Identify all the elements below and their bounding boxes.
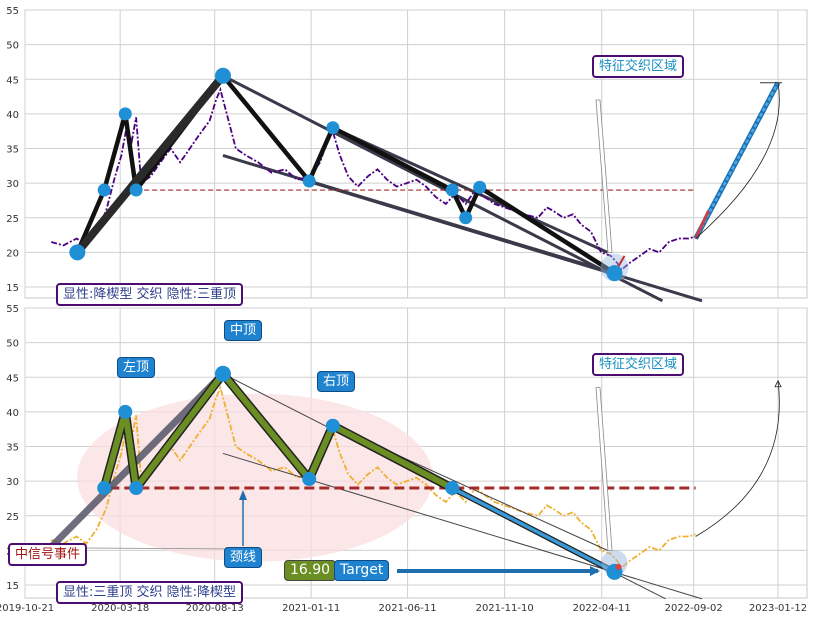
x-tick-label: 2020-08-13 [186, 603, 244, 614]
top-y-tick-label: 40 [6, 110, 19, 121]
top-pattern-legend: 显性:降楔型 交织 隐性:三重顶 [56, 283, 244, 306]
top-pattern-node [118, 107, 132, 121]
top-wedge-trendline [222, 74, 664, 303]
top-pattern-node [214, 67, 231, 84]
bottom-pattern-legend: 显性:三重顶 交织 隐性:降楔型 [56, 581, 244, 604]
neckline-label: 颈线 [224, 547, 263, 568]
signal-event-label: 中信号事件 [8, 543, 88, 566]
bottom-pattern-node [214, 365, 231, 382]
top-feature-zone-label: 特征交织区域 [592, 55, 685, 78]
top-wedge-trendline [332, 126, 609, 254]
bottom-target-curve-head [774, 379, 782, 388]
top-pattern-node [69, 244, 86, 261]
x-tick-label: 2023-01-12 [749, 603, 807, 614]
top-y-tick-label: 35 [6, 145, 19, 156]
top-pattern-node [606, 265, 623, 282]
bottom-y-tick-label: 40 [6, 408, 19, 419]
top-y-tick-label: 15 [6, 283, 19, 294]
signal-connector [83, 547, 241, 550]
top-target-start-segment [694, 210, 710, 240]
top-wedge-lower-leg [74, 73, 227, 255]
x-axis: 2019-10-21 2020-03-18 2020-08-13 2021-01-11… [0, 603, 807, 614]
top-target-projection-dash [694, 82, 780, 240]
x-tick-label: 2019-10-21 [0, 603, 54, 614]
bottom-feature-zone-label: 特征交织区域 [592, 353, 685, 376]
mid-top-label: 中顶 [224, 320, 263, 341]
x-tick-label: 2020-03-18 [91, 603, 149, 614]
top-y-tick-label: 50 [6, 41, 19, 52]
bottom-signal-ray [48, 371, 226, 550]
bottom-y-tick-label: 45 [6, 373, 19, 384]
top-feature-callout-arrow [595, 99, 613, 253]
x-tick-label: 2022-09-02 [665, 603, 723, 614]
top-pattern-node [459, 211, 473, 225]
top-y-tick-label: 55 [6, 6, 19, 17]
target-label: Target [334, 560, 390, 581]
bottom-y-tick-label: 25 [6, 512, 19, 523]
top-y-tick-label: 45 [6, 75, 19, 86]
x-tick-label: 2021-01-11 [282, 603, 340, 614]
target-arrowhead [590, 566, 600, 576]
top-chart-panel: 15 20 25 30 35 40 45 50 55 [6, 6, 808, 303]
bottom-pattern-node [118, 404, 133, 419]
top-pattern-node [445, 183, 459, 197]
top-target-curve [695, 82, 780, 239]
top-pattern-node [473, 180, 487, 194]
top-plot-area [24, 9, 808, 299]
bottom-target-curve [695, 380, 780, 537]
bottom-y-tick-label: 15 [6, 581, 19, 592]
top-y-tick-label: 30 [6, 179, 19, 190]
bottom-y-tick-label: 55 [6, 304, 19, 315]
bottom-pattern-node [129, 481, 144, 496]
bottom-feature-callout-arrow [595, 387, 613, 551]
top-wedge-trendline [308, 179, 615, 275]
neckline-callout-arrowhead [239, 490, 247, 501]
current-price-label: 16.90 [284, 560, 337, 581]
right-top-label: 右顶 [317, 371, 356, 392]
bottom-pattern-node [325, 418, 340, 433]
top-y-tick-label: 25 [6, 214, 19, 225]
top-pattern-node [129, 183, 143, 197]
bottom-y-tick-label: 30 [6, 477, 19, 488]
left-top-label: 左顶 [117, 357, 156, 378]
bottom-pattern-node [97, 481, 112, 496]
target-hit-marker [615, 563, 622, 570]
bottom-y-tick-label: 35 [6, 443, 19, 454]
x-tick-label: 2021-06-11 [379, 603, 437, 614]
x-tick-label: 2021-11-10 [476, 603, 534, 614]
top-y-tick-label: 20 [6, 248, 19, 259]
top-pattern-node [326, 121, 340, 135]
bottom-pattern-node [445, 481, 460, 496]
top-pattern-node [302, 174, 316, 188]
x-tick-label: 2022-04-11 [573, 603, 631, 614]
breakdown-leg [451, 486, 616, 574]
top-pattern-node [97, 183, 111, 197]
bottom-y-tick-label: 50 [6, 339, 19, 350]
bottom-pattern-node [302, 472, 317, 487]
